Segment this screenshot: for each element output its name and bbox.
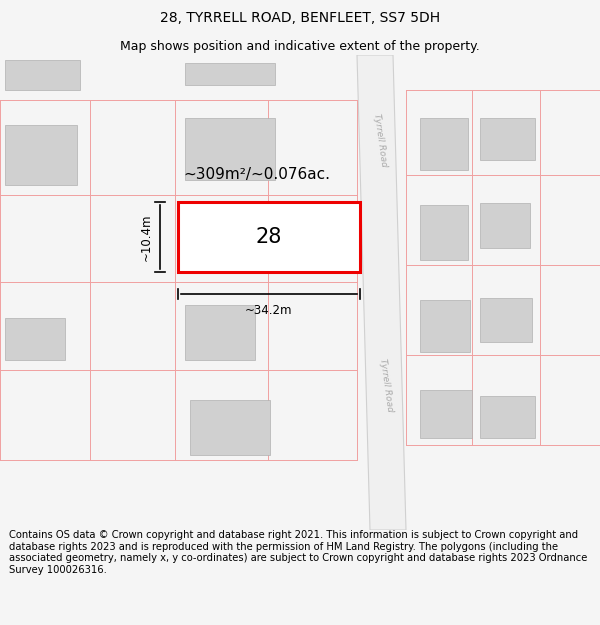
Polygon shape [357,55,406,530]
Bar [420,118,468,170]
Bar [185,305,255,360]
Bar [420,205,468,260]
Text: Tyrrell Road: Tyrrell Road [378,357,394,412]
Text: Contains OS data © Crown copyright and database right 2021. This information is : Contains OS data © Crown copyright and d… [9,530,587,575]
Bar [420,390,472,438]
Text: 28, TYRRELL ROAD, BENFLEET, SS7 5DH: 28, TYRRELL ROAD, BENFLEET, SS7 5DH [160,11,440,25]
Bar [185,63,275,85]
Bar [5,318,65,360]
Bar [480,118,535,160]
Bar [270,212,340,270]
Bar [420,300,470,352]
Text: Tyrrell Road: Tyrrell Road [372,112,388,168]
Bar [480,298,532,342]
Bar [480,396,535,438]
Bar [5,60,80,90]
Text: ~34.2m: ~34.2m [245,304,293,317]
Text: ~10.4m: ~10.4m [140,213,153,261]
Text: Map shows position and indicative extent of the property.: Map shows position and indicative extent… [120,39,480,52]
Bar [480,203,530,248]
Text: 28: 28 [256,227,282,247]
Bar [178,202,360,272]
Bar [185,118,275,180]
Bar [5,125,77,185]
Bar [190,400,270,455]
Text: ~309m²/~0.076ac.: ~309m²/~0.076ac. [183,166,330,181]
